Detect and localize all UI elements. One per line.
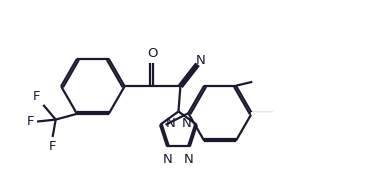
Text: N: N	[184, 153, 194, 166]
Text: N: N	[196, 54, 206, 67]
Text: O: O	[147, 47, 158, 60]
Text: N: N	[165, 117, 175, 130]
Text: F: F	[33, 90, 40, 103]
Text: F: F	[27, 115, 34, 128]
Text: N: N	[182, 117, 192, 130]
Text: F: F	[49, 140, 56, 153]
Text: N: N	[163, 153, 173, 166]
